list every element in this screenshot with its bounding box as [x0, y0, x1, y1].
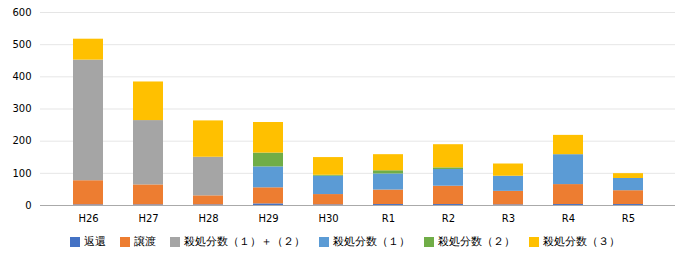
svg-text:500: 500: [12, 39, 31, 50]
svg-text:R4: R4: [562, 213, 575, 224]
html-text:譲渡: 譲渡: [134, 235, 156, 248]
html-text:殺処分数（１）: 殺処分数（１）: [333, 235, 410, 248]
svg-text:400: 400: [12, 71, 31, 82]
svg-text:H26: H26: [78, 213, 98, 224]
svg-text:R1: R1: [382, 213, 395, 224]
svg-text:H30: H30: [318, 213, 338, 224]
html-text:殺処分数（１）＋（２）: 殺処分数（１）＋（２）: [184, 235, 305, 248]
svg-text:H28: H28: [198, 213, 218, 224]
svg-text:R5: R5: [622, 213, 635, 224]
svg-text:R3: R3: [502, 213, 515, 224]
svg-text:100: 100: [12, 168, 31, 179]
html-text:殺処分数（３）: 殺処分数（３）: [543, 235, 620, 248]
svg-text:H27: H27: [138, 213, 158, 224]
html-text:返還: 返還: [84, 235, 106, 248]
svg-text:200: 200: [12, 135, 31, 146]
svg-text:600: 600: [12, 7, 31, 18]
svg-text:R2: R2: [442, 213, 455, 224]
html-text:殺処分数（２）: 殺処分数（２）: [438, 235, 515, 248]
svg-text:H29: H29: [258, 213, 278, 224]
svg-text:300: 300: [12, 103, 31, 114]
svg-text:0: 0: [25, 200, 31, 211]
